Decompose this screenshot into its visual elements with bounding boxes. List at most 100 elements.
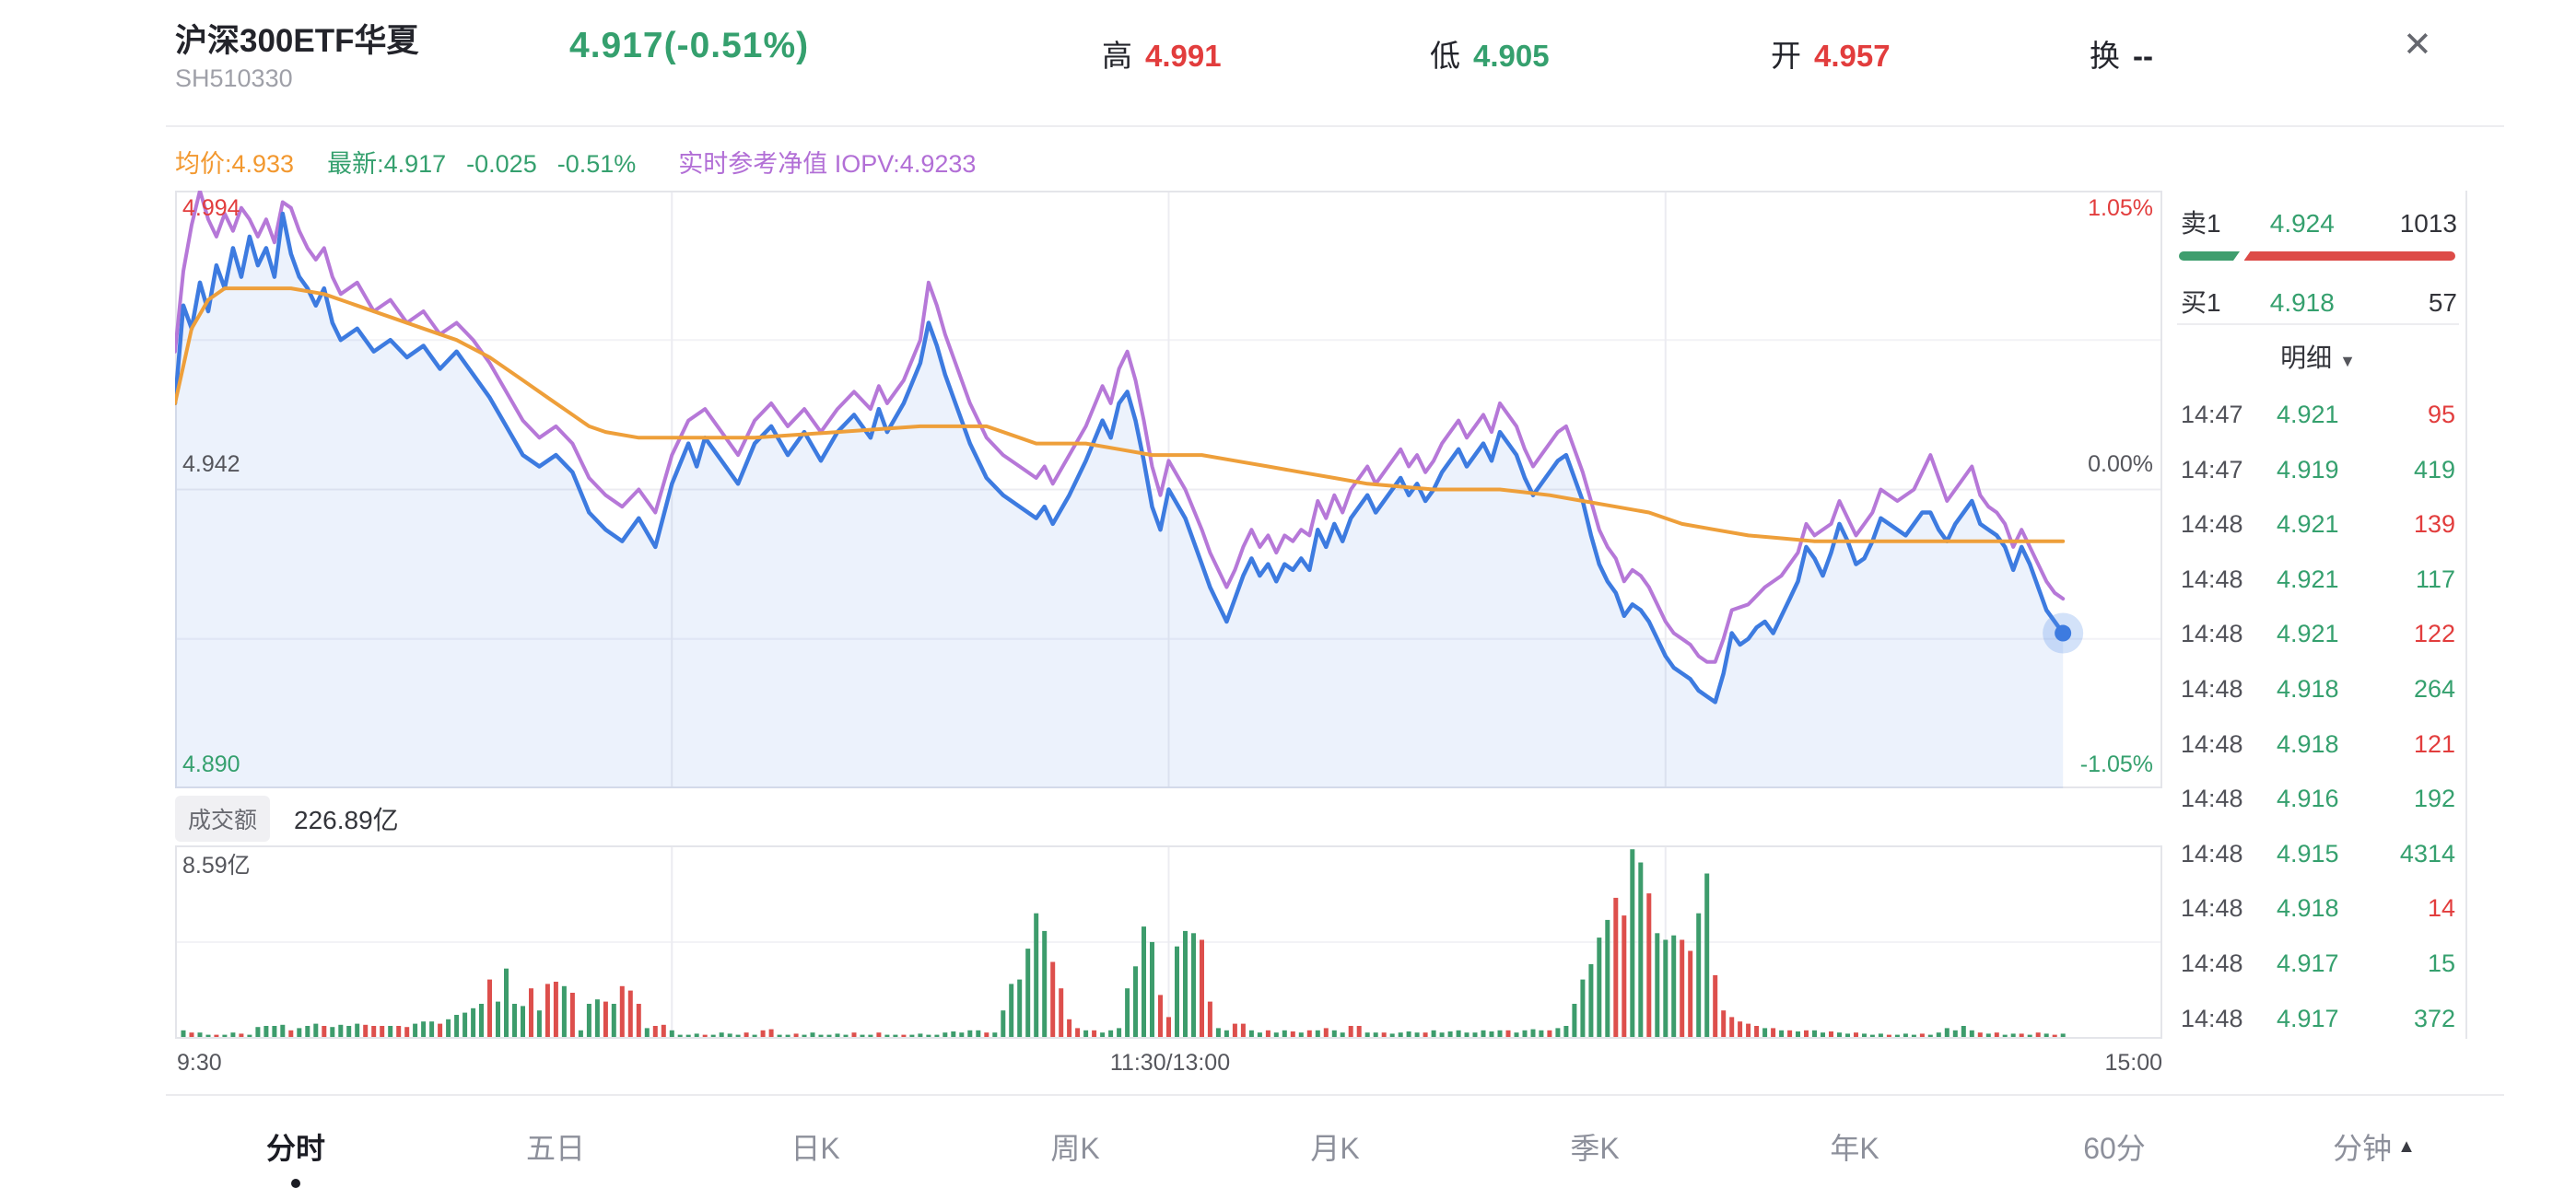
buy-sell-ratio-gauge — [2179, 251, 2455, 261]
intraday-summary: 均价:4.933 最新:4.917 -0.025 -0.51% 实时参考净值 I… — [175, 144, 976, 180]
trade-row[interactable]: 14:48 4.917 15 — [2181, 949, 2455, 978]
stat-value: 4.957 — [1814, 39, 1891, 73]
trade-volume: 264 — [2413, 675, 2455, 703]
tab-月K[interactable]: 月K — [1205, 1105, 1465, 1188]
turnover-row: 成交额 226.89亿 — [175, 796, 399, 842]
trade-price: 4.921 — [2277, 565, 2339, 593]
period-tabbar: 分时 五日 日K 周K 月K 季K 年K 60分 分钟 ▲ — [166, 1105, 2504, 1188]
trade-price: 4.915 — [2277, 839, 2339, 868]
yaxis-low-price: 4.890 — [182, 751, 240, 777]
ask-volume: 1013 — [2399, 209, 2457, 238]
trade-row[interactable]: 14:48 4.918 14 — [2181, 894, 2455, 923]
tab-周K[interactable]: 周K — [945, 1105, 1205, 1188]
tab-分钟[interactable]: 分钟 ▲ — [2244, 1105, 2504, 1188]
tab-年K[interactable]: 年K — [1725, 1105, 1985, 1188]
trade-row[interactable]: 14:48 4.918 121 — [2181, 730, 2455, 759]
trade-price: 4.918 — [2277, 894, 2339, 923]
stat-开: 开 4.957 — [1771, 31, 1891, 76]
volume-axis-max: 8.59亿 — [182, 853, 251, 879]
trade-time: 14:47 — [2181, 455, 2243, 483]
chevron-up-icon: ▲ — [2397, 1136, 2416, 1157]
detail-dropdown[interactable]: 明细 ▼ — [2177, 338, 2459, 375]
detail-label: 明细 — [2280, 344, 2333, 372]
trade-price: 4.917 — [2277, 1004, 2339, 1032]
trade-row[interactable]: 14:48 4.921 117 — [2181, 565, 2455, 594]
trade-row[interactable]: 14:47 4.919 419 — [2181, 456, 2455, 484]
trade-volume: 139 — [2413, 510, 2455, 539]
trade-volume: 372 — [2413, 1004, 2455, 1032]
stat-value: -- — [2133, 39, 2153, 73]
trade-volume: 14 — [2427, 894, 2455, 923]
tab-label: 周K — [1050, 1132, 1100, 1165]
instrument-title: 沪深300ETF华夏 — [175, 23, 419, 59]
trade-volume: 117 — [2415, 565, 2455, 593]
ask-price: 4.924 — [2269, 209, 2335, 238]
ask-row[interactable]: 卖1 4.924 1013 — [2181, 204, 2457, 240]
xaxis-close-time: 15:00 — [2104, 1050, 2162, 1076]
trade-price: 4.918 — [2277, 675, 2339, 703]
order-book-panel: 卖1 4.924 1013 买1 4.918 57 明细 ▼ 14:47 4.921… — [2177, 191, 2467, 1039]
header-divider — [166, 125, 2504, 127]
last-price-and-change: 4.917(-0.51%) — [569, 26, 810, 65]
trade-price: 4.917 — [2277, 949, 2339, 977]
trade-row[interactable]: 14:48 4.921 139 — [2181, 510, 2455, 539]
footer-divider — [166, 1094, 2504, 1096]
buy-ratio-segment — [2179, 251, 2240, 261]
trade-row[interactable]: 14:48 4.915 4314 — [2181, 840, 2455, 868]
close-icon[interactable]: ✕ — [2403, 26, 2432, 64]
trade-volume: 419 — [2413, 455, 2455, 483]
trade-price: 4.921 — [2277, 510, 2339, 539]
trade-price: 4.916 — [2277, 785, 2339, 813]
volume-chart-svg — [175, 845, 2162, 1039]
trade-time: 14:47 — [2181, 401, 2243, 428]
trade-time: 14:48 — [2181, 620, 2243, 648]
chevron-down-icon: ▼ — [2339, 352, 2356, 370]
tab-label: 60分 — [2083, 1132, 2146, 1165]
stat-label: 开 — [1771, 39, 1801, 73]
price-change-pct-label: -0.51% — [556, 150, 637, 178]
avg-price-label: 均价:4.933 — [175, 150, 295, 178]
tab-季K[interactable]: 季K — [1465, 1105, 1725, 1188]
tab-label: 分钟 — [2333, 1132, 2393, 1165]
stat-value: 4.905 — [1473, 39, 1550, 73]
yaxis-high-price: 4.994 — [182, 195, 240, 221]
tab-分时[interactable]: 分时 — [166, 1105, 426, 1188]
tab-60分[interactable]: 60分 — [1985, 1105, 2244, 1188]
trade-row[interactable]: 14:48 4.917 372 — [2181, 1005, 2455, 1033]
tab-label: 五日 — [525, 1132, 585, 1165]
trade-price: 4.919 — [2277, 455, 2339, 483]
volume-chart[interactable] — [175, 845, 2162, 1039]
instrument-code: SH510330 — [175, 64, 293, 92]
trade-row[interactable]: 14:48 4.916 192 — [2181, 785, 2455, 813]
trade-row[interactable]: 14:47 4.921 95 — [2181, 401, 2455, 429]
tab-label: 日K — [790, 1132, 840, 1165]
ask-label: 卖1 — [2181, 209, 2221, 238]
trade-price: 4.921 — [2277, 401, 2339, 428]
stat-value: 4.991 — [1145, 39, 1222, 73]
trade-volume: 121 — [2413, 729, 2455, 758]
trade-row[interactable]: 14:48 4.918 264 — [2181, 675, 2455, 704]
xaxis-midday-time: 11:30/13:00 — [1109, 1050, 1231, 1076]
tab-label: 分时 — [265, 1132, 325, 1165]
trade-time: 14:48 — [2181, 565, 2243, 593]
bid-volume: 57 — [2428, 288, 2457, 317]
yaxis-pct-top: 1.05% — [2088, 195, 2153, 221]
tab-五日[interactable]: 五日 — [426, 1105, 685, 1188]
trade-row[interactable]: 14:48 4.921 122 — [2181, 620, 2455, 648]
iopv-label: 实时参考净值 IOPV:4.9233 — [678, 150, 977, 178]
stat-label: 换 — [2090, 39, 2120, 73]
tab-日K[interactable]: 日K — [685, 1105, 945, 1188]
trade-volume: 192 — [2413, 785, 2455, 813]
stat-label: 高 — [1102, 39, 1132, 73]
price-change-label: -0.025 — [466, 150, 537, 178]
stat-换: 换 -- — [2090, 31, 2153, 76]
tab-label: 季K — [1570, 1132, 1620, 1165]
trade-volume: 95 — [2427, 401, 2455, 428]
stat-label: 低 — [1430, 39, 1460, 73]
tab-label: 月K — [1310, 1132, 1360, 1165]
trade-time: 14:48 — [2181, 1004, 2243, 1032]
yaxis-pct-bot: -1.05% — [2079, 751, 2153, 777]
intraday-price-chart[interactable] — [175, 191, 2162, 788]
bid-row[interactable]: 买1 4.918 57 — [2181, 283, 2457, 320]
